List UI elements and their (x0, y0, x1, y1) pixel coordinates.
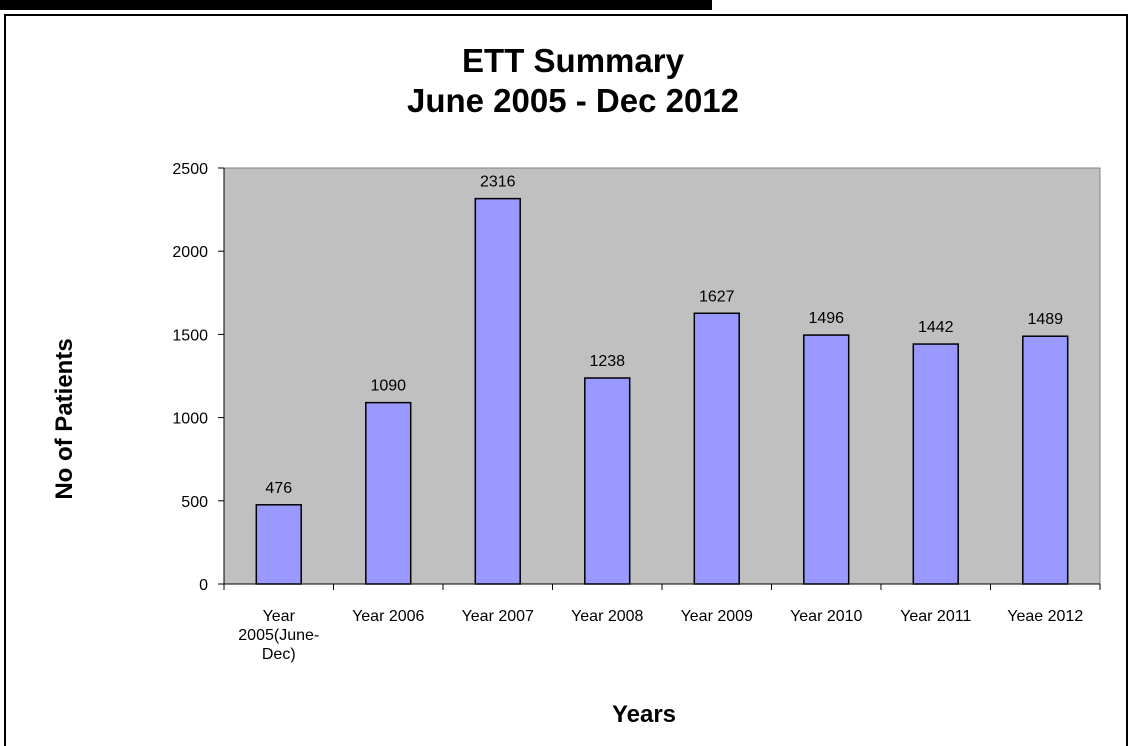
bar-data-label: 1442 (918, 319, 954, 336)
bar (1022, 335, 1069, 585)
bar-data-label: 1627 (699, 288, 735, 305)
y-tick-label: 1000 (172, 411, 208, 428)
bar (365, 401, 412, 585)
bar-data-label: 1090 (370, 378, 406, 395)
bar-data-label: 1496 (808, 310, 844, 327)
x-category-label: Year 2008 (571, 608, 643, 625)
y-axis-title: No of Patients (51, 338, 78, 499)
bar-data-label: 2316 (480, 174, 516, 191)
x-category-label: Year 2005(June-Dec) (238, 608, 319, 663)
data-labels: 476 1090 2316 1238 1627 1496 1442 1489 (265, 174, 1063, 497)
y-tick-label: 2500 (172, 161, 208, 178)
top-black-bar (0, 0, 712, 10)
bar-data-label: 1238 (589, 353, 625, 370)
bar-data-label: 1489 (1027, 311, 1063, 328)
x-axis-title: Years (612, 701, 676, 728)
x-axis: Year 2005(June-Dec) Year 2006 Year 2007 Year… (223, 583, 1101, 663)
y-tick-label: 1500 (172, 327, 208, 344)
bar (474, 197, 521, 585)
bar (693, 312, 740, 585)
plot-area (223, 167, 1101, 585)
x-category-label: Year 2006 (352, 608, 424, 625)
chart-frame (4, 14, 1128, 746)
y-axis: 0 500 1000 1500 2000 2500 (172, 161, 225, 594)
bar (584, 377, 631, 585)
bar (255, 504, 302, 585)
x-category-label: Year 2011 (900, 608, 971, 625)
x-category-label: Year 2007 (462, 608, 534, 625)
y-tick-label: 2000 (172, 244, 208, 261)
bar-data-label: 476 (265, 480, 292, 497)
x-category-label: Year 2009 (681, 608, 753, 625)
chart-title: ETT Summary (462, 42, 685, 79)
chart-subtitle: June 2005 - Dec 2012 (407, 82, 739, 119)
bar (912, 343, 959, 585)
x-category-label: Year 2010 (790, 608, 862, 625)
y-tick-label: 0 (199, 577, 208, 594)
bar (803, 334, 850, 585)
x-category-label: Yeae 2012 (1007, 608, 1083, 625)
bars (255, 197, 1069, 585)
y-tick-label: 500 (181, 494, 208, 511)
